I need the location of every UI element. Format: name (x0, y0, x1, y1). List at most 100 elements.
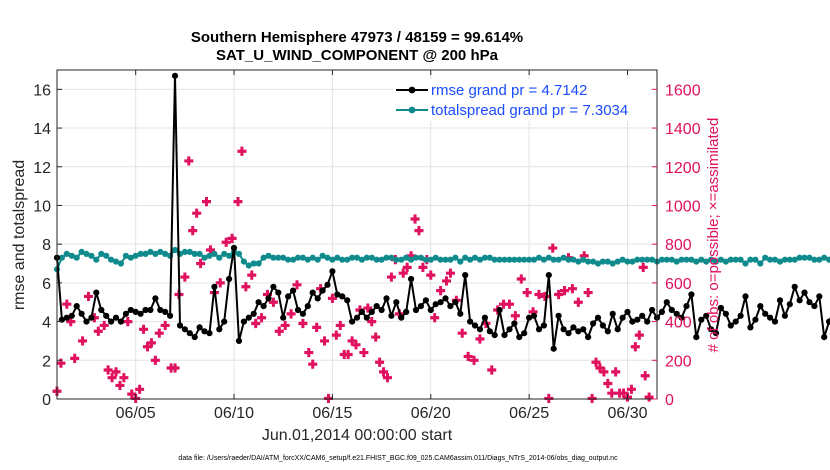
totalspread-point (427, 256, 434, 263)
obs-count-marker (83, 291, 93, 302)
rmse-point (63, 314, 70, 321)
rmse-point (452, 299, 459, 306)
totalspread-point (334, 254, 341, 261)
totalspread-point (314, 256, 321, 263)
totalspread-point (211, 250, 218, 257)
y2-axis-label: # of obs: o=possible; ×=assimilated (705, 118, 722, 353)
rmse-point (688, 291, 695, 298)
totalspread-point (816, 256, 823, 263)
totalspread-point (614, 258, 621, 265)
totalspread-point (417, 254, 424, 261)
obs-count-marker (445, 268, 455, 278)
totalspread-point (757, 260, 764, 267)
totalspread-point (791, 256, 798, 263)
totalspread-point (806, 254, 813, 261)
totalspread-point (393, 256, 400, 263)
totalspread-point (476, 256, 484, 263)
y-tick-label: 4 (42, 315, 51, 332)
rmse-point (708, 326, 715, 333)
rmse-point (796, 297, 803, 304)
rmse-point (786, 301, 793, 308)
totalspread-point (481, 254, 488, 261)
totalspread-point (526, 256, 533, 263)
obs-count-marker (184, 156, 194, 166)
rmse-point (127, 306, 134, 314)
obs-count-marker (241, 282, 251, 292)
obs-count-marker (379, 367, 389, 377)
totalspread-point (112, 258, 120, 265)
totalspread-point (496, 256, 503, 263)
rmse-point (103, 312, 110, 319)
totalspread-point (594, 260, 602, 267)
obs-count-marker (410, 214, 420, 224)
totalspread-point (68, 252, 75, 259)
obs-count-marker (457, 328, 467, 338)
totalspread-point (786, 256, 793, 263)
obs-count-marker (93, 326, 103, 336)
obs-count-marker (66, 316, 76, 327)
totalspread-point (98, 250, 105, 257)
obs-count-marker (292, 280, 302, 290)
obs-count-marker (146, 338, 156, 348)
x-axis-label: Jun.01,2014 00:00:00 start (262, 427, 453, 444)
rmse-point (712, 330, 720, 337)
obs-count-marker (382, 373, 392, 383)
rmse-point (624, 308, 631, 315)
totalspread-point (432, 254, 439, 261)
obs-count-marker (62, 299, 72, 309)
obs-count-marker (70, 353, 80, 363)
rmse-point (570, 324, 577, 331)
rmse-point (776, 297, 784, 304)
totalspread-point (575, 258, 582, 265)
rmse-point (186, 330, 193, 337)
rmse-point (526, 314, 533, 321)
rmse-point (137, 310, 144, 317)
totalspread-point (186, 248, 193, 255)
totalspread-series (53, 246, 830, 273)
obs-count-marker (367, 316, 377, 327)
totalspread-point (698, 256, 705, 263)
totalspread-point (398, 256, 405, 263)
obs-count-marker (56, 358, 66, 368)
totalspread-point (245, 262, 252, 269)
obs-count-marker (619, 388, 629, 398)
obs-count-marker (436, 286, 446, 296)
totalspread-point (73, 254, 80, 261)
plot-frame (56, 69, 658, 400)
rmse-point (698, 316, 705, 323)
rmse-point (226, 275, 233, 283)
totalspread-point (368, 254, 375, 261)
obs-count-marker (487, 365, 497, 375)
totalspread-point (742, 260, 749, 267)
rmse-point (108, 318, 115, 325)
obs-count-marker (298, 318, 308, 329)
y2-tick-label: 800 (665, 237, 692, 254)
rmse-point (481, 314, 488, 321)
rmse-point (565, 330, 572, 337)
y-axis-label: rmse and totalspread (11, 160, 28, 310)
totalspread-point (644, 256, 651, 263)
rmse-point (501, 332, 508, 339)
rmse-point (432, 301, 439, 308)
totalspread-point (250, 260, 257, 267)
rmse-point (594, 314, 602, 321)
obs-count-marker (611, 367, 621, 377)
rmse-point (816, 293, 823, 300)
x-axis: 06/05 06/10 06/15 06/20 06/25 06/30 (116, 70, 648, 422)
obs-count-marker (196, 258, 206, 269)
totalspread-point (491, 256, 498, 263)
obs-count-marker (119, 373, 129, 383)
rmse-point (122, 310, 129, 317)
totalspread-point (93, 256, 100, 263)
obs-count-marker (205, 245, 215, 255)
rmse-point (580, 326, 587, 333)
rmse-point (196, 324, 203, 331)
rmse-point (201, 328, 208, 335)
rmse-point (762, 310, 769, 317)
totalspread-point (501, 256, 508, 263)
rmse-point (737, 312, 744, 319)
obs-count-marker (603, 378, 613, 389)
y-tick-label: 6 (42, 276, 51, 293)
rmse-point (339, 293, 346, 300)
totalspread-point (452, 254, 459, 261)
